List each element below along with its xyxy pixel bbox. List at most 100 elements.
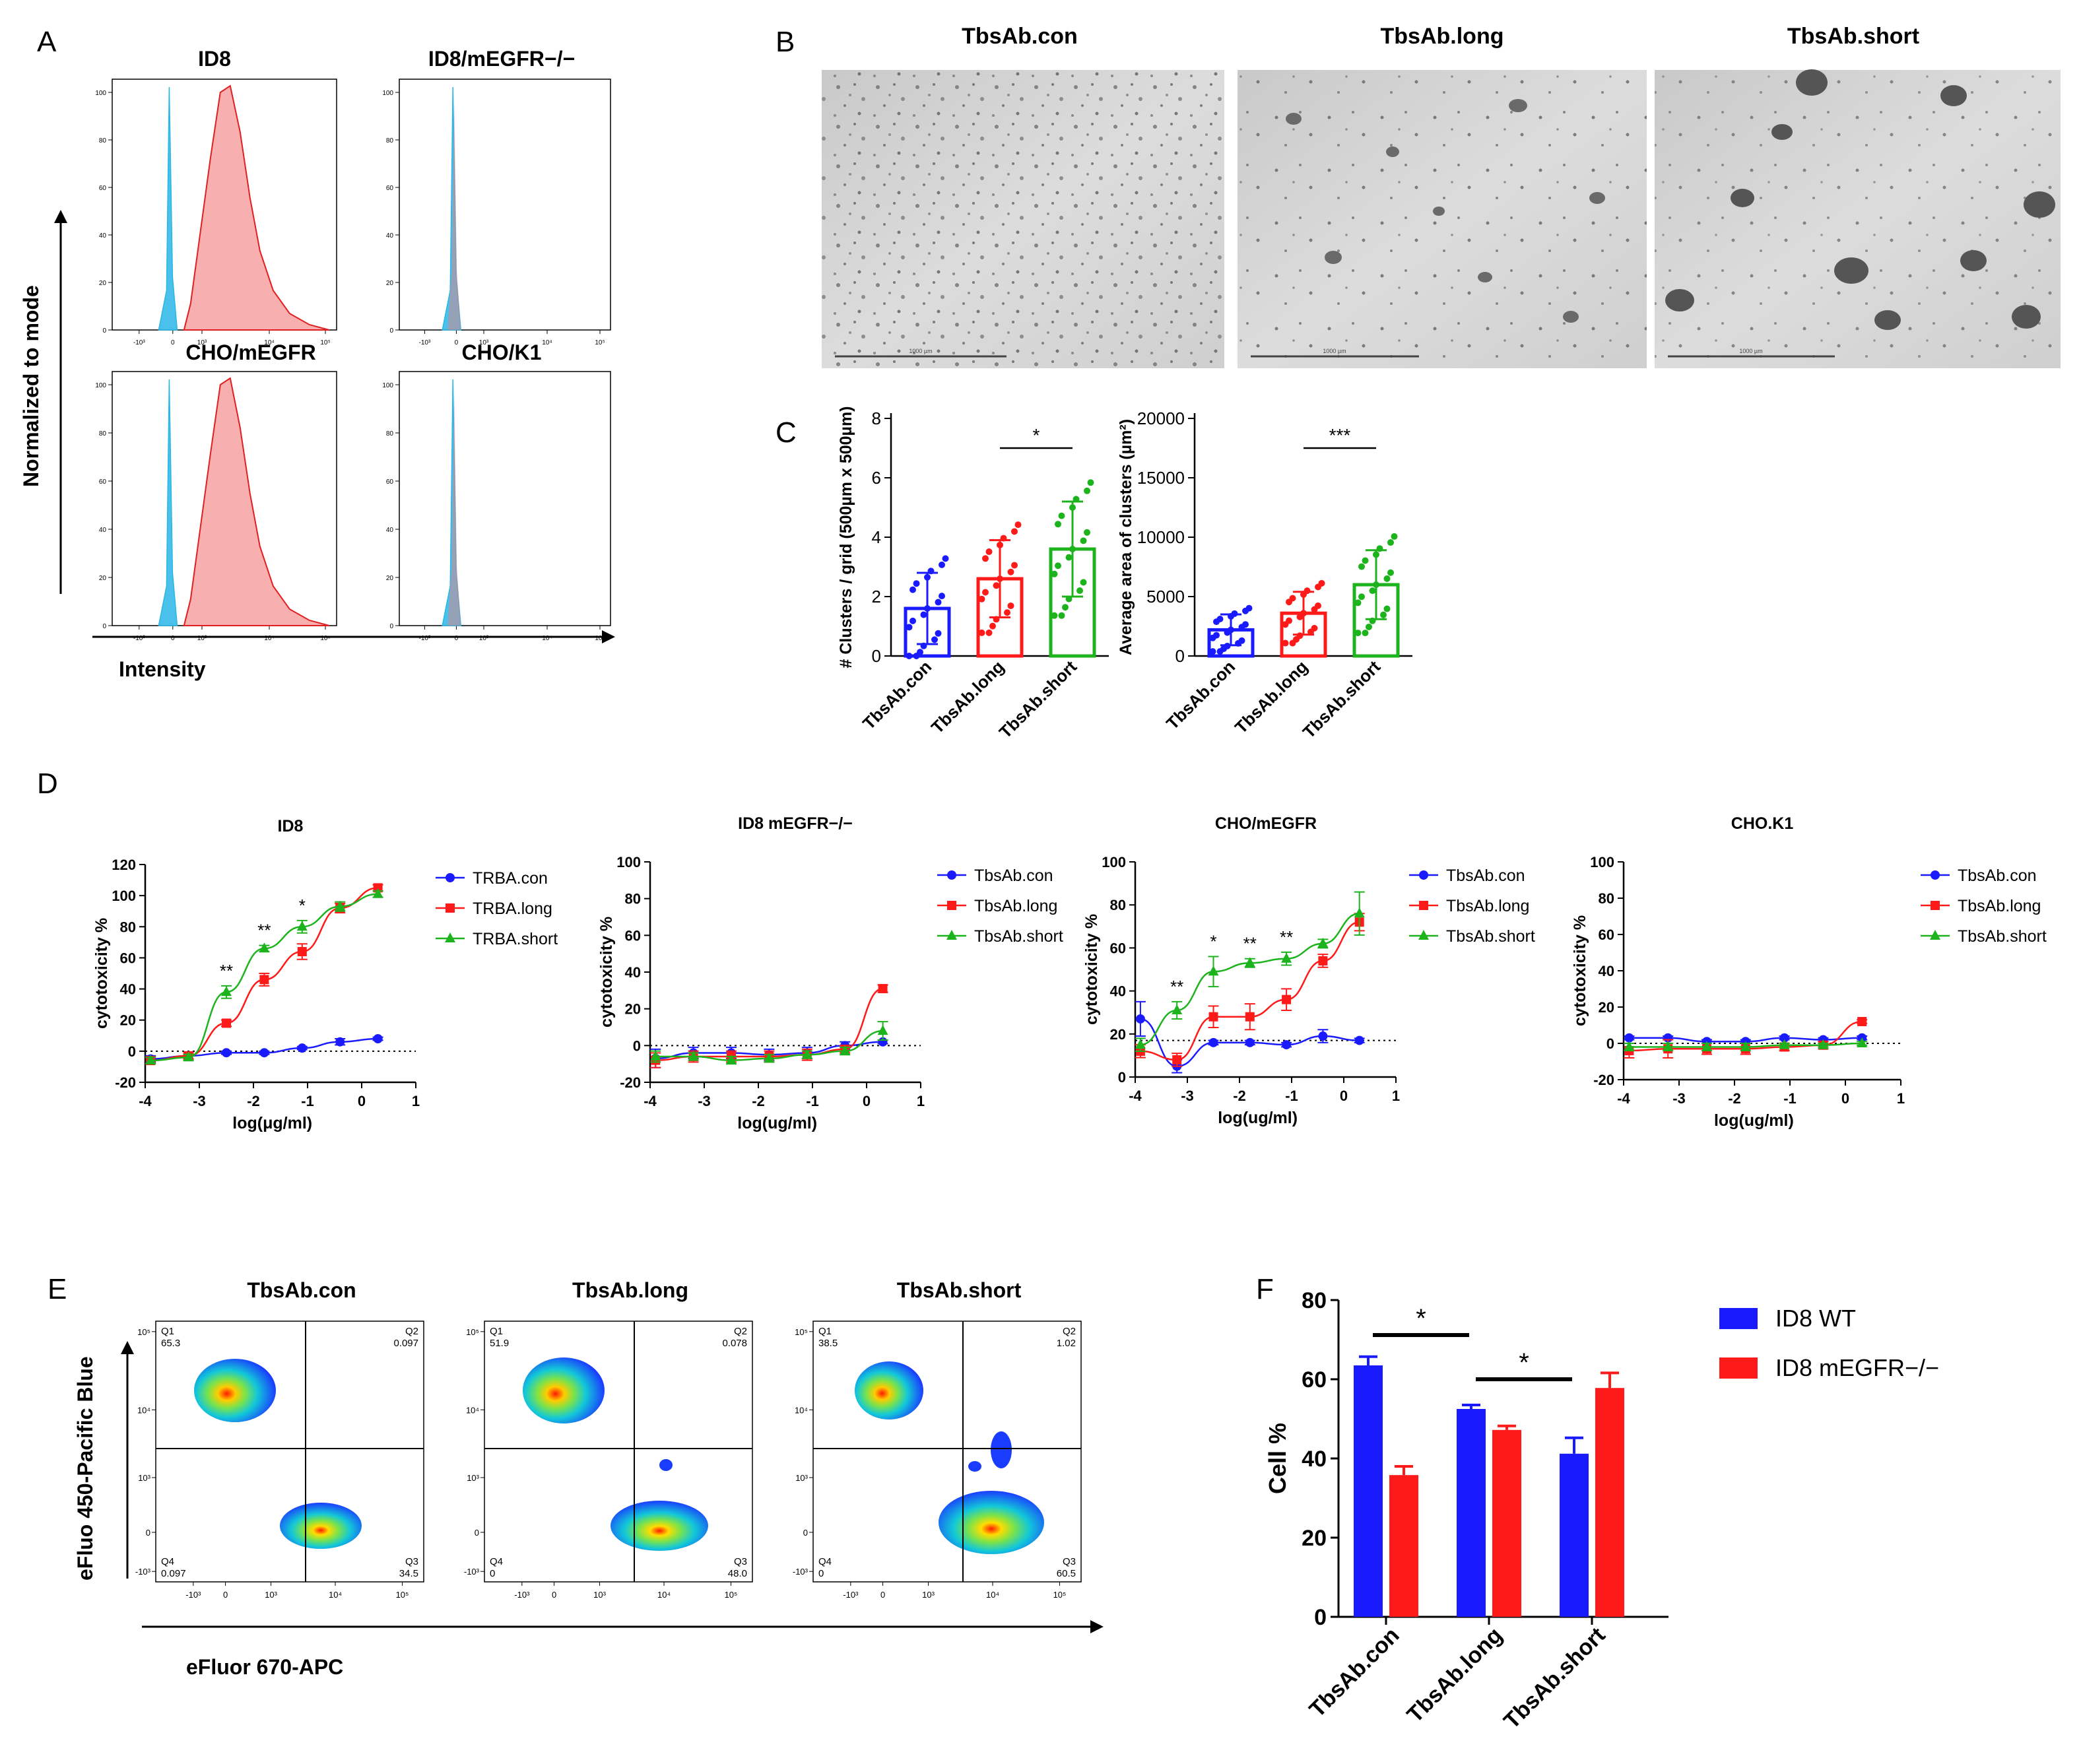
quadrant-value-q3: 48.0 (728, 1568, 747, 1579)
panel-b: TbsAb.con TbsAb.long TbsAb.short 1000 µm… (822, 24, 2061, 368)
y-tick-label: 0 (475, 1528, 479, 1538)
quadrant-name-q1: Q1 (161, 1326, 174, 1337)
replicate-point (931, 636, 938, 643)
y-tick-label: -20 (620, 1074, 641, 1091)
histogram-y-tick-label: 80 (386, 430, 394, 438)
x-tick-label: 1 (917, 1093, 925, 1109)
population-outlier (968, 1461, 981, 1472)
panel-a-title-1: ID8 (198, 47, 231, 71)
replicate-point (920, 611, 927, 618)
histogram-control-peak (442, 86, 462, 331)
y-tick-label: 60 (1599, 927, 1614, 943)
replicate-point (1051, 612, 1058, 619)
panel-letter-a: A (37, 26, 57, 58)
data-point (726, 1054, 737, 1064)
panel-e-y-label: eFluo 450-Pacific Blue (73, 1356, 97, 1581)
x-tick-label: 0 (1340, 1088, 1348, 1104)
histogram-x-tick-label: -10³ (133, 635, 145, 642)
replicate-point (1055, 521, 1061, 528)
scale-bar-label-con: 1000 µm (909, 348, 932, 354)
legend-marker (1930, 930, 1940, 940)
y-tick-label: 2 (872, 587, 881, 606)
data-point (1624, 1041, 1635, 1051)
histogram-y-tick-label: 0 (389, 327, 393, 335)
y-tick-label: 5000 (1146, 587, 1185, 606)
bar-TbsAb.short-ko (1595, 1388, 1624, 1617)
histogram-y-tick-label: 100 (382, 90, 393, 97)
x-tick-label: 10⁴ (986, 1590, 999, 1600)
legend-label: TbsAb.short (1446, 927, 1535, 946)
replicate-point (1315, 583, 1321, 591)
histogram-y-tick-label: 60 (99, 478, 107, 486)
y-tick-label: 0 (146, 1528, 150, 1538)
cytotox-chart-3: CHO/mEGFR 0 20 40 60 80 100 -4 -3 -2 -1 0 1 log(ug/ml… (1082, 814, 1535, 1127)
replicate-point (1084, 487, 1090, 494)
histogram-y-tick-label: 40 (386, 527, 394, 534)
panel-a-y-label: Normalized to mode (19, 285, 43, 487)
histogram-y-tick-label: 0 (102, 623, 106, 630)
legend-label: TbsAb.con (1958, 866, 2037, 885)
x-tick-label: -2 (1728, 1090, 1741, 1107)
histogram-x-tick-label: -10³ (419, 339, 431, 346)
x-tick-label: 0 (552, 1590, 556, 1600)
x-tick-label: -3 (193, 1093, 206, 1109)
histogram-y-tick-label: 20 (99, 575, 107, 582)
replicate-point (1380, 611, 1387, 618)
histogram-y-tick-label: 0 (389, 623, 393, 630)
legend-label: ID8 mEGFR−/− (1775, 1354, 1939, 1381)
significance-label: * (1416, 1304, 1426, 1333)
legend-marker (1931, 901, 1940, 910)
y-axis-title: cytotoxicity % (1082, 914, 1101, 1025)
y-tick-label: 60 (120, 950, 136, 966)
data-point (1740, 1041, 1751, 1051)
panel-letter-d: D (37, 768, 58, 800)
histogram-y-tick-label: 60 (386, 478, 394, 486)
quadrant-name-q4: Q4 (490, 1556, 503, 1567)
quadrant-value-q4: 0 (490, 1568, 495, 1579)
bar-TbsAb.con-ko (1389, 1475, 1418, 1617)
replicate-point (1014, 521, 1022, 529)
replicate-point (1391, 533, 1398, 540)
panel-letter-c: C (776, 416, 797, 449)
data-point (1208, 965, 1219, 976)
replicate-point (909, 586, 916, 593)
quadrant-name-q4: Q4 (161, 1556, 174, 1567)
y-axis-title: cytotoxicity % (92, 918, 111, 1029)
y-tick-label: 15000 (1137, 468, 1185, 488)
panel-e-title-2: TbsAb.long (572, 1278, 688, 1302)
legend-label: TRBA.short (473, 930, 558, 948)
histogram-frame (399, 79, 611, 331)
y-tick-label: 40 (1110, 983, 1126, 1000)
x-tick-label: 10⁵ (725, 1590, 738, 1600)
x-category-label: TbsAb.short (1299, 657, 1385, 742)
data-point (1281, 952, 1292, 963)
histogram-y-tick-label: 20 (386, 280, 394, 287)
replicate-point (985, 548, 993, 556)
panel-letter-e: E (48, 1273, 67, 1305)
panel-b-title-2: TbsAb.long (1381, 24, 1504, 49)
y-axis-title: cytotoxicity % (1571, 915, 1589, 1026)
x-tick-label: 10³ (265, 1590, 277, 1600)
data-point (1172, 1055, 1182, 1064)
replicate-point (1007, 602, 1014, 609)
y-tick-label: 8 (872, 408, 881, 428)
data-point (1317, 937, 1329, 948)
replicate-point (1224, 629, 1231, 636)
y-axis-title: # Clusters / grid (500µm x 500µm) (837, 406, 855, 668)
data-point (688, 1051, 699, 1061)
data-point (1318, 1031, 1328, 1041)
panel-f: 0 20 40 60 80 Cell % TbsAb.conTbsAb.longTbsAb.… (1264, 1288, 1939, 1734)
data-point (259, 975, 269, 985)
x-tick-label: 1 (1897, 1090, 1905, 1107)
data-point (1135, 1039, 1146, 1049)
x-tick-label: 10³ (593, 1590, 606, 1600)
x-tick-label: -10³ (514, 1590, 530, 1600)
x-tick-label: -2 (752, 1093, 765, 1109)
y-tick-label: 0 (128, 1043, 136, 1060)
series-TbsAb.short: TbsAb.short (650, 927, 1063, 1065)
x-tick-label: -2 (1233, 1088, 1246, 1104)
cytotox-chart-4: CHO.K1 -20 0 20 40 60 80 100 -4 -3 -2 -1 0 1 log(ug/ml… (1571, 814, 2047, 1130)
chart-title: CHO.K1 (1731, 814, 1794, 833)
